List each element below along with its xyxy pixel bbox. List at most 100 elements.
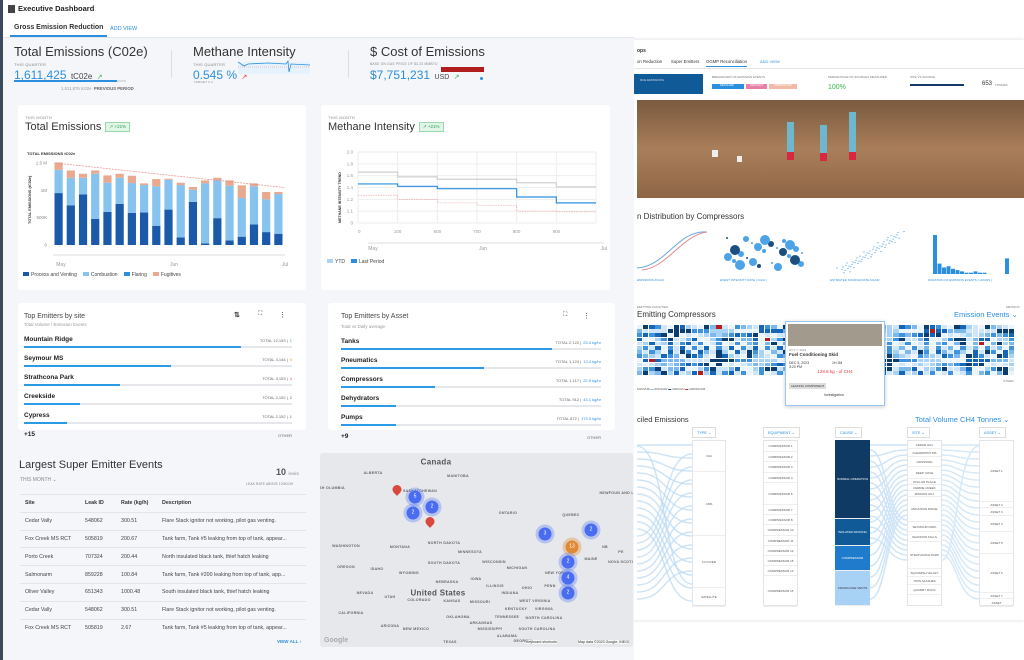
- heatmap-cell[interactable]: [942, 350, 948, 354]
- heatmap-cell[interactable]: [954, 358, 960, 363]
- heatmap-cell[interactable]: [942, 358, 948, 363]
- emitter-row[interactable]: Cypress TOTAL 2,152 | 1: [24, 412, 292, 434]
- leak-cluster-marker[interactable]: 5: [408, 490, 422, 504]
- heatmap-cell[interactable]: [685, 333, 692, 337]
- heatmap-cell[interactable]: [978, 371, 984, 375]
- heatmap-cell[interactable]: [978, 346, 984, 350]
- heatmap-cell[interactable]: [771, 341, 777, 346]
- heatmap-cell[interactable]: [923, 341, 930, 346]
- heatmap-cell[interactable]: [679, 367, 686, 371]
- heatmap-cell[interactable]: [996, 329, 1003, 333]
- heatmap-cell[interactable]: [899, 346, 905, 350]
- heatmap-cell[interactable]: [685, 346, 692, 350]
- tab-gross-emission-reduction[interactable]: Gross Emission Reduction: [10, 24, 108, 37]
- sankey-node[interactable]: COMPRESSOR 10: [764, 525, 797, 536]
- heatmap-cell[interactable]: [661, 358, 667, 363]
- heatmap-cell[interactable]: [649, 325, 655, 329]
- heatmap-cell[interactable]: [935, 329, 942, 333]
- heatmap-cell[interactable]: [911, 329, 917, 333]
- emitter-row[interactable]: Compressors TOTAL 1,117 | 22.9 kg/hr: [341, 376, 601, 398]
- heatmap-cell[interactable]: [746, 325, 753, 329]
- heatmap-cell[interactable]: [765, 362, 771, 367]
- heatmap-cell[interactable]: [777, 329, 783, 333]
- heatmap-cell[interactable]: [740, 367, 747, 371]
- heatmap-cell[interactable]: [966, 367, 972, 371]
- legend-item[interactable]: YTD: [327, 259, 345, 265]
- heatmap-cell[interactable]: [685, 371, 692, 375]
- heatmap-cell[interactable]: [948, 362, 954, 367]
- heatmap-cell[interactable]: [893, 350, 899, 354]
- legend-item[interactable]: Fugitives: [152, 272, 181, 278]
- sankey-node[interactable]: COMPRESSOR 11: [764, 536, 797, 546]
- heatmap-cell[interactable]: [929, 333, 936, 337]
- heatmap-cell[interactable]: [771, 333, 777, 337]
- heatmap-cell[interactable]: [734, 346, 740, 350]
- emitter-row[interactable]: Creekside TOTAL 2,152 | 2: [24, 393, 292, 415]
- heatmap-cell[interactable]: [637, 362, 643, 367]
- heatmap-cell[interactable]: [698, 325, 704, 329]
- heatmap-cell[interactable]: [685, 329, 692, 333]
- heatmap-cell[interactable]: [740, 350, 747, 354]
- heatmap-cell[interactable]: [893, 371, 899, 375]
- heatmap-cell[interactable]: [771, 367, 777, 371]
- heatmap-cell[interactable]: [759, 337, 765, 342]
- heatmap-cell[interactable]: [911, 354, 917, 358]
- heatmap-cell[interactable]: [740, 325, 747, 329]
- heatmap-cell[interactable]: [1009, 367, 1015, 371]
- heatmap-cell[interactable]: [966, 325, 972, 329]
- heatmap-cell[interactable]: [728, 333, 734, 337]
- heatmap-cell[interactable]: [996, 358, 1003, 363]
- heatmap-cell[interactable]: [759, 341, 765, 346]
- heatmap-cell[interactable]: [966, 358, 972, 363]
- heatmap-cell[interactable]: [655, 337, 661, 342]
- heatmap-cell[interactable]: [728, 329, 734, 333]
- heatmap-cell[interactable]: [710, 346, 716, 350]
- heatmap-cell[interactable]: [643, 362, 649, 367]
- heatmap-cell[interactable]: [978, 333, 984, 337]
- sankey-node[interactable]: ASSET 4: [980, 516, 1013, 532]
- heatmap-cell[interactable]: [765, 329, 771, 333]
- map-pin-icon[interactable]: [423, 515, 437, 528]
- heatmap-cell[interactable]: [777, 362, 783, 367]
- heatmap-cell[interactable]: [1009, 333, 1015, 337]
- heatmap-cell[interactable]: [679, 337, 686, 342]
- heatmap-cell[interactable]: [966, 346, 972, 350]
- heatmap-cell[interactable]: [948, 333, 954, 337]
- heatmap-cell[interactable]: [1003, 367, 1009, 371]
- heatmap-cell[interactable]: [771, 362, 777, 367]
- heatmap-cell[interactable]: [655, 346, 661, 350]
- heatmap-cell[interactable]: [765, 350, 771, 354]
- heatmap-cell[interactable]: [710, 341, 716, 346]
- table-row[interactable]: Oliver Valley 651343 1000.48 South insulate…: [20, 582, 306, 602]
- heatmap-cell[interactable]: [746, 350, 753, 354]
- heatmap-cell[interactable]: [911, 362, 917, 367]
- heatmap-cell[interactable]: [887, 333, 893, 337]
- heatmap-cell[interactable]: [960, 329, 966, 333]
- chip-resolved[interactable]: RESOLVED: [712, 84, 744, 89]
- heatmap-cell[interactable]: [777, 325, 783, 329]
- heatmap-cell[interactable]: [923, 362, 930, 367]
- heatmap-cell[interactable]: [935, 350, 942, 354]
- heatmap-cell[interactable]: [929, 362, 936, 367]
- heatmap-cell[interactable]: [765, 367, 771, 371]
- heatmap-cell[interactable]: [685, 325, 692, 329]
- heatmap-cell[interactable]: [948, 341, 954, 346]
- table-row[interactable]: Cedar Vally 548062 300.51 Flare Stack ignit…: [20, 600, 306, 620]
- heatmap-cell[interactable]: [679, 325, 686, 329]
- heatmap-cell[interactable]: [929, 371, 936, 375]
- heatmap-cell[interactable]: [722, 333, 728, 337]
- heatmap-cell[interactable]: [704, 362, 710, 367]
- heatmap-cell[interactable]: [716, 367, 722, 371]
- heatmap-cell[interactable]: [923, 371, 930, 375]
- heatmap-cell[interactable]: [942, 362, 948, 367]
- heatmap-cell[interactable]: [722, 341, 728, 346]
- heatmap-cell[interactable]: [990, 325, 997, 329]
- heatmap-cell[interactable]: [893, 341, 899, 346]
- map-pin-icon[interactable]: [390, 483, 404, 496]
- heatmap-cell[interactable]: [923, 358, 930, 363]
- table-row[interactable]: Fox Creek MS RCT 505819 2.67 Tank farm, Tan…: [20, 618, 306, 637]
- tab-ogmp[interactable]: OGMP Reconciliation: [706, 59, 747, 67]
- heatmap-cell[interactable]: [905, 333, 911, 337]
- heatmap-cell[interactable]: [649, 358, 655, 363]
- heatmap-cell[interactable]: [722, 325, 728, 329]
